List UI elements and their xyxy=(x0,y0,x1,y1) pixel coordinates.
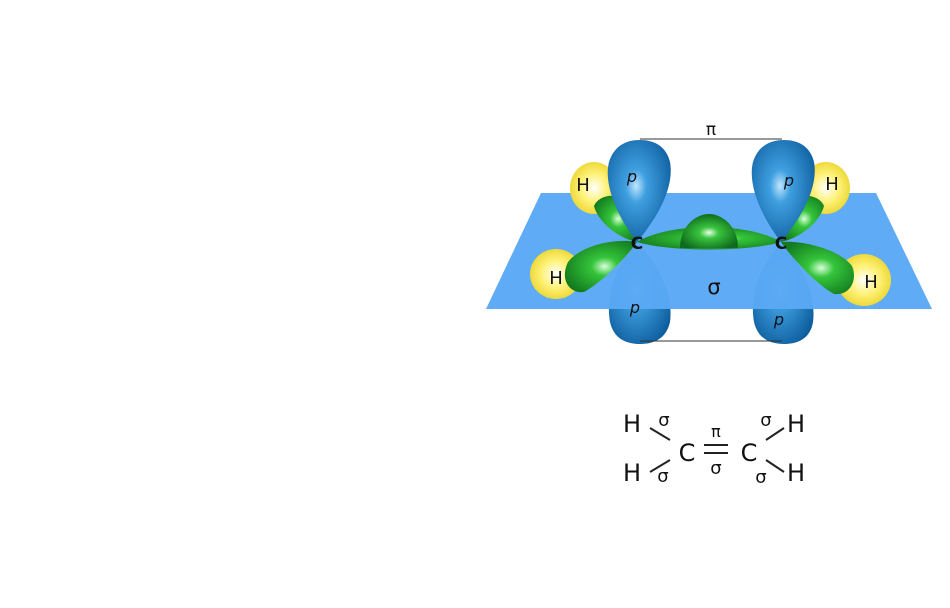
p-label-lower-left: p xyxy=(629,298,640,317)
c-c-sigma-bond xyxy=(637,214,781,250)
sp2-lobe-right-bottom xyxy=(781,241,854,295)
formula-sigma-bottom-right: σ xyxy=(755,467,766,488)
p-label-upper-left: p xyxy=(626,167,637,186)
formula-sigma-top-left: σ xyxy=(658,410,669,431)
pi-bond-label: π xyxy=(706,120,716,140)
formula-c-left: C xyxy=(679,439,696,467)
bond-h-top-right xyxy=(765,427,785,441)
p-lobe-upper-left xyxy=(607,140,671,242)
structural-formula: H H C C H H σ σ σ σ π σ xyxy=(623,410,805,488)
formula-h-bottom-left: H xyxy=(623,459,641,487)
hydrogen-label-top-right: H xyxy=(825,174,839,195)
formula-h-bottom-right: H xyxy=(787,459,805,487)
bond-h-bottom-right xyxy=(765,459,785,473)
hydrogen-label-bottom-left: H xyxy=(549,268,563,289)
carbon-label-right: C xyxy=(775,234,787,254)
formula-bond-lines xyxy=(649,427,785,473)
p-orbital-upper-lobes xyxy=(607,140,815,242)
hydrogen-label-bottom-right: H xyxy=(864,272,878,293)
p-label-lower-right: p xyxy=(773,310,784,329)
formula-h-top-right: H xyxy=(787,410,805,438)
formula-h-top-left: H xyxy=(623,410,641,438)
formula-c-right: C xyxy=(741,439,758,467)
p-lobe-upper-right xyxy=(751,140,815,242)
hydrogen-label-top-left: H xyxy=(576,175,590,196)
formula-sigma-top-right: σ xyxy=(760,410,771,431)
formula-sigma-bottom-left: σ xyxy=(657,466,668,487)
formula-pi-center: π xyxy=(711,422,721,441)
figure-labels: π p p p p C C H H H H σ xyxy=(549,120,878,329)
bond-h-top-left xyxy=(649,427,671,441)
sp2-lobes-to-hydrogen xyxy=(564,195,854,295)
pi-bond-connectors xyxy=(640,138,782,342)
sigma-plane-label: σ xyxy=(707,275,720,299)
formula-sigma-center: σ xyxy=(710,458,721,479)
bond-h-bottom-left xyxy=(649,459,671,473)
sigma-bond-overlap-dome xyxy=(680,214,738,248)
p-label-upper-right: p xyxy=(783,171,794,190)
sp2-lobe-left-bottom xyxy=(564,240,637,293)
carbon-label-left: C xyxy=(631,234,643,254)
